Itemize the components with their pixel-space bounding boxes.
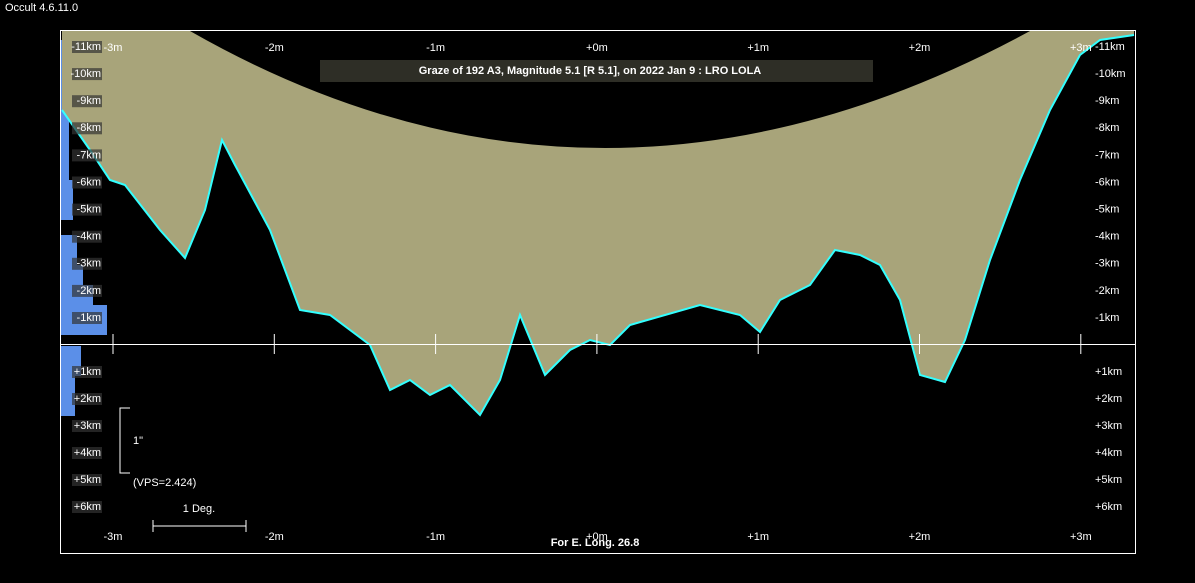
y-label-right: -9km — [1095, 95, 1119, 107]
y-label-right: +2km — [1095, 393, 1122, 405]
x-label-top: +2m — [909, 42, 931, 54]
x-label-bottom: +2m — [909, 531, 931, 543]
label-bg — [72, 366, 102, 378]
y-label-right: -2km — [1095, 285, 1119, 297]
y-label-right: +3km — [1095, 420, 1122, 432]
y-label-left: -3km — [77, 258, 101, 270]
y-label-left: -10km — [70, 68, 101, 80]
y-label-right: +4km — [1095, 447, 1122, 459]
footer: For E. Long. 26.8 — [551, 537, 640, 549]
x-label-top: +3m — [1070, 42, 1092, 54]
y-label-right: -6km — [1095, 176, 1119, 188]
label-bg — [72, 474, 102, 486]
x-label-bottom: +0m — [586, 531, 608, 543]
plot-frame — [60, 30, 1136, 554]
x-label-bottom: -3m — [104, 531, 123, 543]
x-label-top: -2m — [265, 42, 284, 54]
label-bg — [72, 176, 102, 189]
y-label-left: +4km — [74, 447, 101, 459]
degree-label: 1 Deg. — [183, 503, 215, 515]
y-label-right: -5km — [1095, 204, 1119, 216]
hist-bar — [61, 120, 69, 180]
scale-label: 1" — [133, 435, 143, 447]
y-label-left: -2km — [77, 285, 101, 297]
y-label-left: -9km — [77, 95, 101, 107]
y-label-left: +5km — [74, 474, 101, 486]
label-bg — [72, 420, 102, 432]
label-bg — [72, 393, 102, 405]
y-label-left: -7km — [77, 149, 101, 161]
y-label-right: -1km — [1095, 312, 1119, 324]
lunar-limb-profile — [62, 31, 1134, 415]
x-label-top: -3m — [104, 42, 123, 54]
graze-title: Graze of 192 A3, Magnitude 5.1 [R 5.1], … — [419, 65, 762, 77]
y-label-left: +1km — [74, 366, 101, 378]
x-label-bottom: -1m — [426, 531, 445, 543]
y-label-right: -7km — [1095, 149, 1119, 161]
y-label-left: +2km — [74, 393, 101, 405]
label-bg — [72, 68, 102, 81]
y-label-right: -3km — [1095, 258, 1119, 270]
x-label-top: +0m — [586, 42, 608, 54]
y-label-left: -6km — [77, 176, 101, 188]
hist-bar — [61, 265, 83, 285]
y-label-left: -8km — [77, 122, 101, 134]
label-bg — [72, 284, 102, 297]
y-label-left: +3km — [74, 420, 101, 432]
y-label-left: -5km — [77, 204, 101, 216]
label-bg — [72, 257, 102, 270]
x-label-top: -1m — [426, 42, 445, 54]
y-label-right: -8km — [1095, 122, 1119, 134]
y-label-right: +1km — [1095, 366, 1122, 378]
x-label-bottom: -2m — [265, 531, 284, 543]
y-label-left: +6km — [74, 501, 101, 513]
label-bg — [72, 122, 102, 135]
label-bg — [72, 95, 102, 108]
vps-label: (VPS=2.424) — [133, 477, 196, 489]
hist-bar — [61, 180, 73, 220]
y-label-right: -11km — [1095, 41, 1125, 53]
y-label-right: +5km — [1095, 474, 1122, 486]
y-label-right: +6km — [1095, 501, 1122, 513]
y-label-right: -4km — [1095, 231, 1119, 243]
limb-outline — [61, 34, 1135, 417]
label-bg — [72, 312, 102, 324]
x-label-bottom: +3m — [1070, 531, 1092, 543]
y-label-left: -11km — [71, 41, 101, 53]
x-label-top: +1m — [747, 42, 769, 54]
y-label-left: -4km — [77, 231, 101, 243]
label-bg — [72, 230, 102, 243]
x-label-bottom: +1m — [747, 531, 769, 543]
label-bg — [72, 501, 102, 513]
app-title: Occult 4.6.11.0 — [5, 2, 78, 14]
label-bg — [72, 41, 102, 53]
scale-bracket — [119, 407, 130, 474]
label-bg — [72, 149, 102, 162]
title-bg — [320, 60, 873, 82]
hist-bar — [61, 376, 75, 416]
label-bg — [72, 203, 102, 216]
label-bg — [72, 447, 102, 459]
y-label-right: -10km — [1095, 68, 1126, 80]
degree-bar — [152, 520, 247, 532]
y-label-left: -1km — [77, 312, 101, 324]
